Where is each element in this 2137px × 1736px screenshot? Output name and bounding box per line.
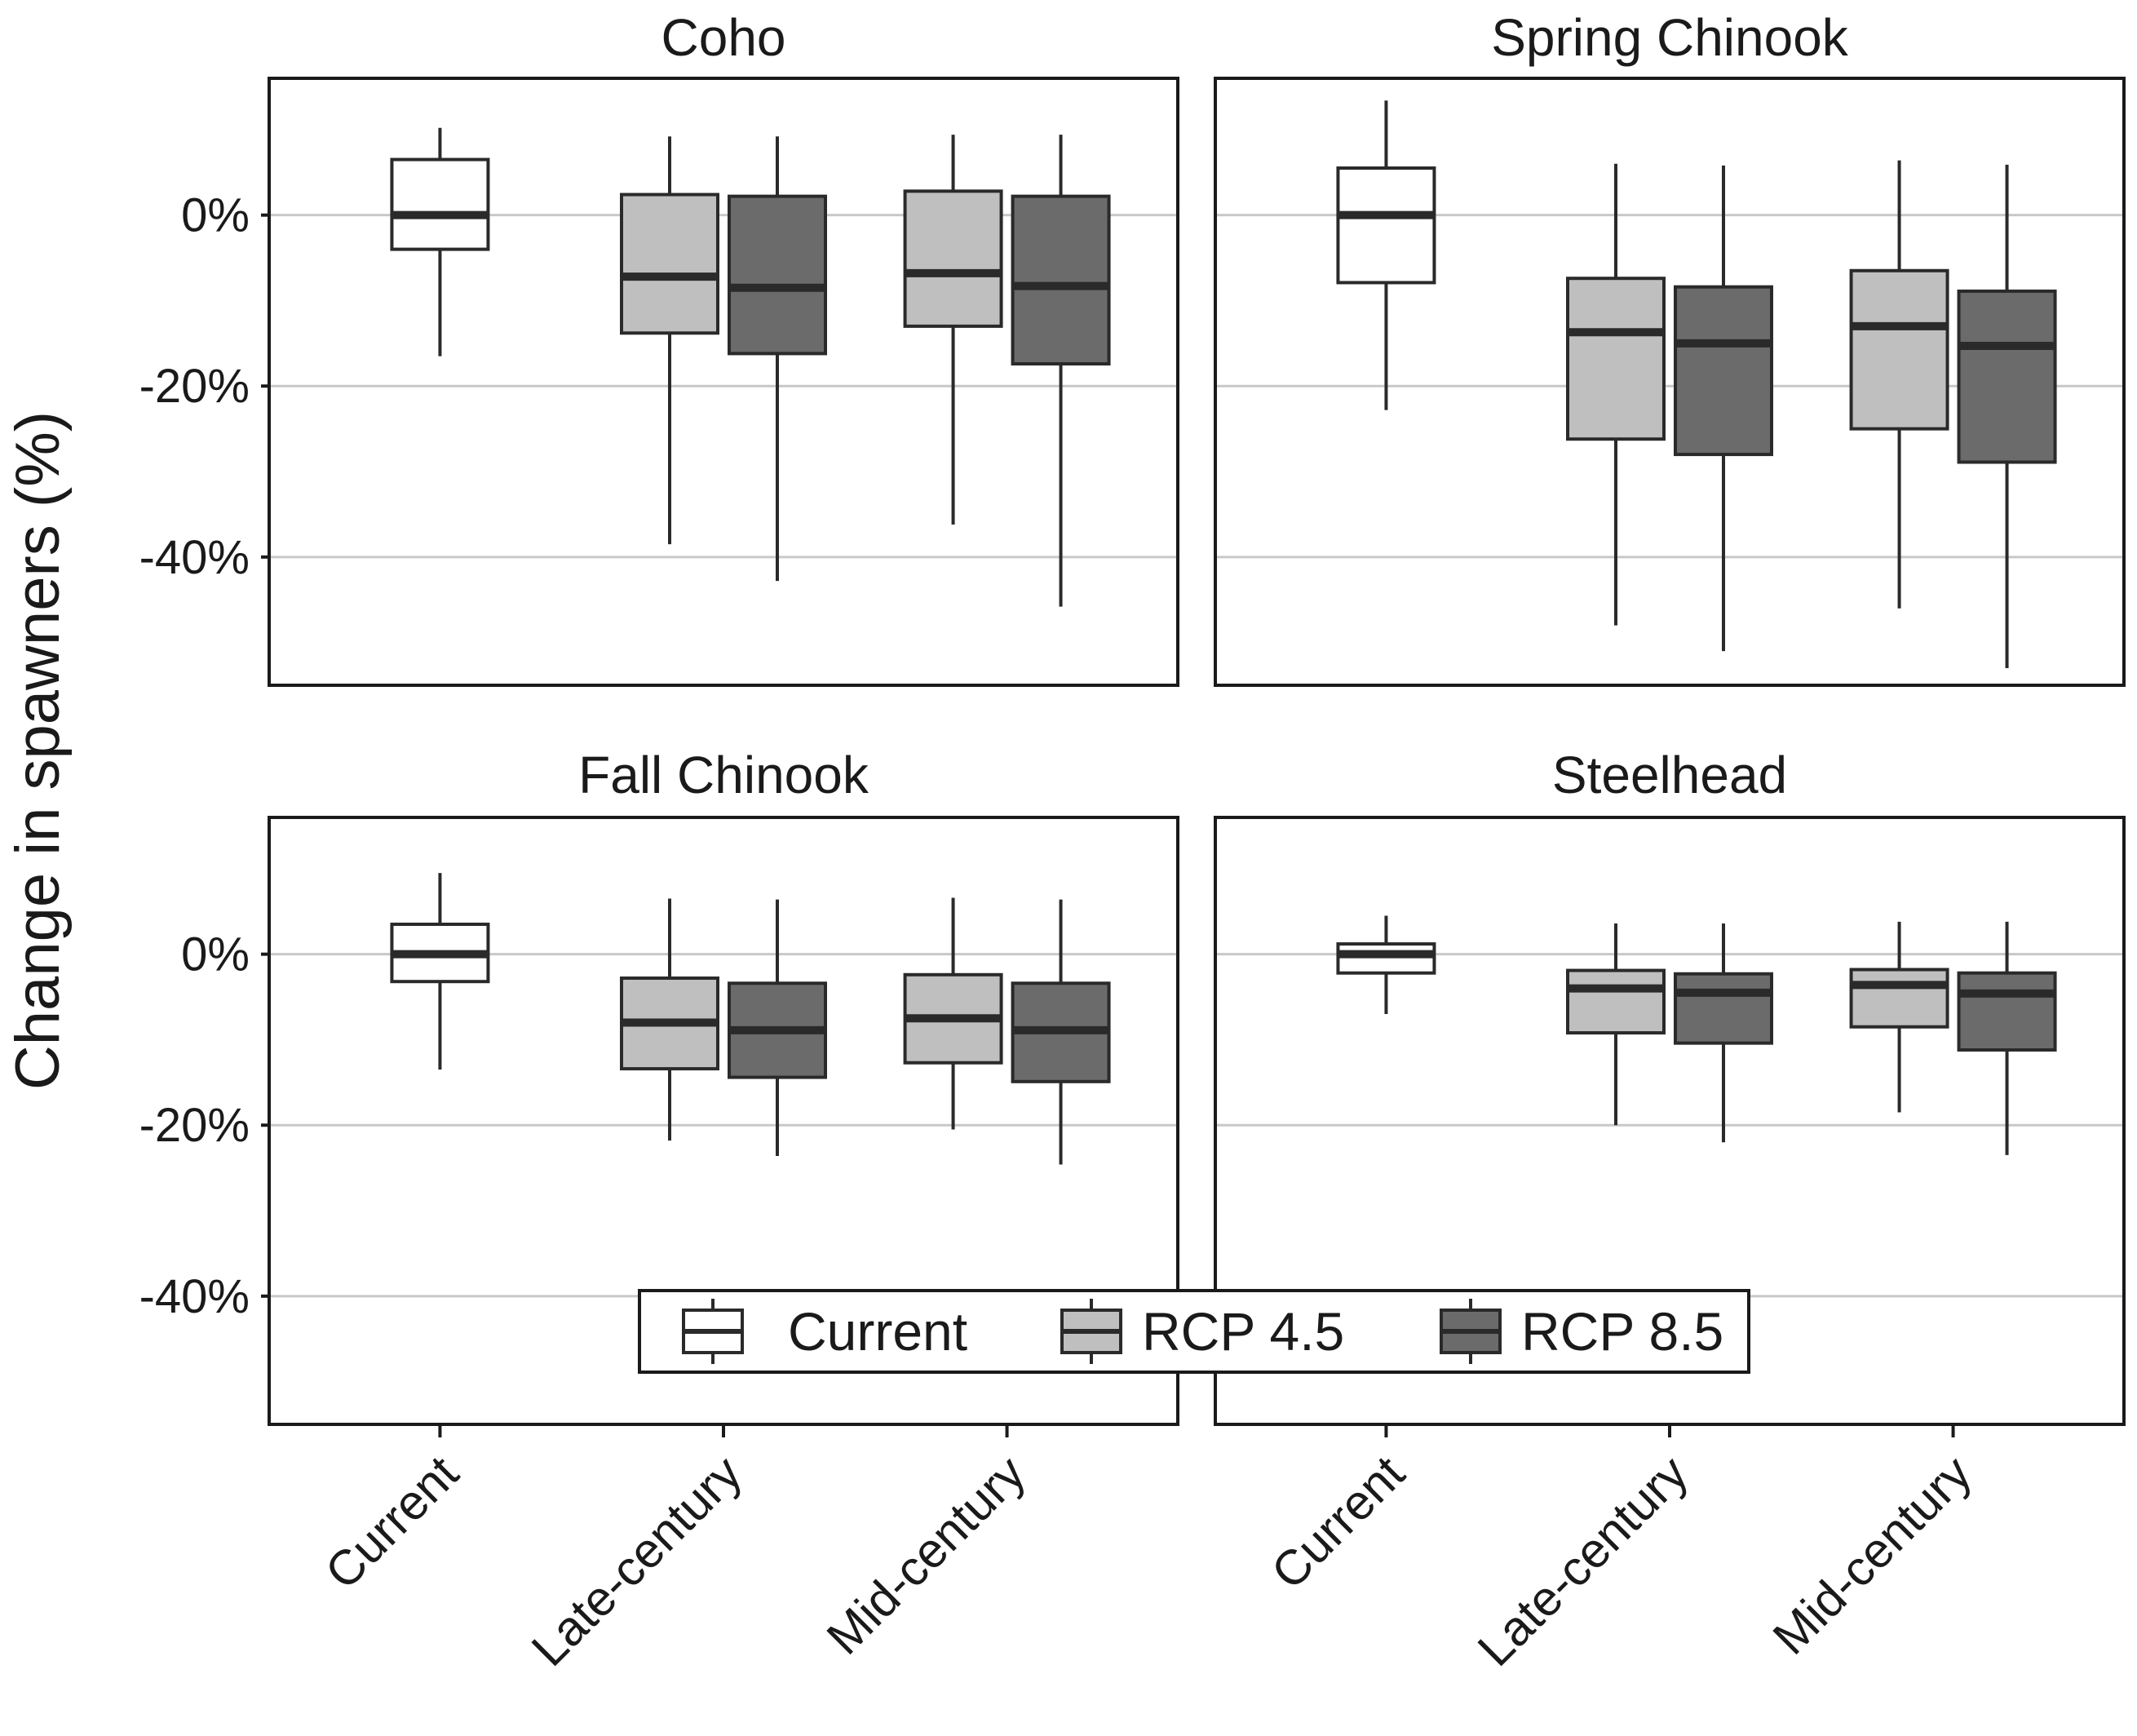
legend-label: RCP 8.5 [1521,1301,1723,1362]
box-iqr [1674,285,1773,457]
box-iqr [1849,968,1949,1029]
facet-panels: Coho 0% -20% -40% Spring Chinook Fall Chinook… [139,8,2126,1426]
x-tick-label: Late-century [521,1446,752,1676]
box-rcp-4-5 [1849,921,1949,1113]
box-rcp-8-5 [728,899,827,1156]
panel-border [268,77,1179,687]
legend-label: Current [788,1301,967,1362]
box-current [1336,915,1436,1015]
y-axis-title: Change in spawners (%) [3,411,73,1090]
box-rcp-4-5 [1566,923,1666,1126]
box-iqr [1566,968,1666,1035]
box-current [1336,100,1436,410]
box-rcp-4-5 [620,136,719,545]
y-tick-label: -20% [139,360,250,413]
legend-label: RCP 4.5 [1142,1301,1344,1362]
legend: Current RCP 4.5 RCP 8.5 [638,1289,1750,1374]
box-iqr [728,194,827,356]
panel-1: Spring Chinook [1214,8,2126,687]
box-iqr [1957,289,2057,464]
panel-0: Coho 0% -20% -40% [139,8,1179,687]
panel-title: Coho [661,8,786,67]
y-tick-label: -40% [139,1270,250,1323]
panel-title: Steelhead [1552,746,1787,804]
box-rcp-8-5 [1011,135,1111,607]
panel-title: Fall Chinook [578,746,869,804]
box-rcp-8-5 [1957,164,2057,669]
box-iqr [390,157,490,251]
box-iqr [1957,971,2057,1052]
box-rcp-8-5 [1011,899,1111,1165]
legend-entry: RCP 8.5 [1440,1299,1723,1364]
x-axis: Current Late-century Mid-century Current Lat… [315,1424,1982,1676]
y-tick-label: -20% [139,1099,250,1152]
box-rcp-4-5 [1566,163,1666,626]
y-tick-label: 0% [181,189,250,242]
box-iqr [903,189,1003,328]
box-current [390,873,490,1070]
x-tick-label: Current [315,1446,469,1600]
panel-border [1214,77,2126,687]
box-rcp-8-5 [1674,165,1773,652]
box-iqr [1011,194,1111,365]
legend-entry: RCP 4.5 [1060,1299,1344,1364]
box-iqr [620,193,719,335]
legend-entry: Current [682,1299,967,1364]
y-tick-label: -40% [139,531,250,584]
box-rcp-4-5 [1849,160,1949,609]
box-rcp-8-5 [1674,923,1773,1143]
box-iqr [1336,942,1436,975]
panel-3: Steelhead [1214,746,2126,1426]
panel-title: Spring Chinook [1491,8,1849,67]
box-rcp-4-5 [620,898,719,1141]
box-iqr [1566,277,1666,441]
box-iqr [1849,268,1949,431]
box-iqr [1674,972,1773,1045]
box-rcp-4-5 [903,897,1003,1130]
x-tick-label: Mid-century [816,1446,1036,1665]
y-tick-label: 0% [181,928,250,981]
x-tick-label: Mid-century [1763,1446,1982,1665]
box-rcp-8-5 [1957,921,2057,1155]
x-tick-label: Current [1261,1446,1415,1600]
box-rcp-8-5 [728,136,827,582]
x-tick-label: Late-century [1467,1446,1698,1676]
box-current [390,127,490,356]
box-iqr [1336,166,1436,285]
panel-2: Fall Chinook 0% -20% -40% [139,746,1179,1426]
box-rcp-4-5 [903,135,1003,525]
legend-frame [638,1289,1750,1374]
